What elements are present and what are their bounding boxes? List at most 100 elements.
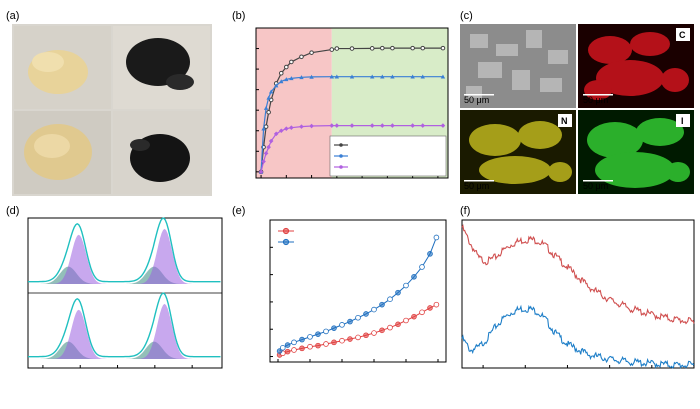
scale-bar-3: 50 μm xyxy=(464,181,489,191)
data-point xyxy=(284,126,289,131)
data-point xyxy=(263,105,269,110)
data-point xyxy=(369,46,375,51)
panel-label-b: (b) xyxy=(232,10,245,22)
fitted-peak xyxy=(134,303,195,359)
panel-label-c: (c) xyxy=(460,10,473,22)
data-point xyxy=(347,318,353,325)
panel-label-f: (f) xyxy=(460,205,470,217)
data-point xyxy=(411,273,417,280)
data-point xyxy=(349,46,355,51)
data-point xyxy=(349,123,355,128)
data-point xyxy=(419,264,425,270)
chart-f-pxrd xyxy=(461,219,695,369)
data-point xyxy=(329,74,334,79)
data-point xyxy=(440,45,446,51)
pxrd-trace-0 xyxy=(461,224,695,325)
data-point xyxy=(289,125,294,130)
legend-marker xyxy=(282,227,290,235)
data-point xyxy=(284,77,289,82)
data-point xyxy=(387,296,393,302)
data-point xyxy=(263,151,269,156)
data-point xyxy=(315,342,321,349)
data-point xyxy=(371,306,377,313)
data-point xyxy=(420,123,426,128)
data-point xyxy=(339,337,345,344)
data-point xyxy=(411,313,417,320)
data-point xyxy=(380,45,385,51)
black-powder-1 xyxy=(126,38,190,86)
data-point xyxy=(355,314,361,321)
data-point xyxy=(291,339,297,346)
data-point xyxy=(347,336,353,342)
element-label-n: N xyxy=(561,116,568,126)
data-point xyxy=(278,70,284,76)
data-point xyxy=(433,234,440,241)
panel-label-e: (e) xyxy=(232,205,245,217)
data-point xyxy=(331,325,337,331)
data-point xyxy=(379,327,385,334)
data-point xyxy=(440,123,446,128)
pxrd-trace-1 xyxy=(461,304,695,369)
data-point xyxy=(279,344,286,351)
legend-marker xyxy=(282,238,290,246)
data-point xyxy=(427,251,433,257)
data-point xyxy=(390,45,395,51)
data-point xyxy=(410,45,415,51)
data-point xyxy=(440,74,446,79)
data-point xyxy=(299,54,304,60)
data-point xyxy=(307,343,313,350)
scale-bar-2: 50 μm xyxy=(583,95,608,105)
data-point xyxy=(410,74,415,79)
data-point xyxy=(395,289,401,296)
legend-box xyxy=(329,135,447,177)
data-point xyxy=(284,342,291,348)
data-point xyxy=(369,123,375,128)
data-point xyxy=(349,74,355,79)
legend-marker xyxy=(339,154,343,158)
fitted-peak xyxy=(134,228,195,284)
data-point xyxy=(403,282,409,289)
data-point xyxy=(363,311,369,317)
data-point xyxy=(309,123,314,129)
data-point xyxy=(273,131,279,137)
data-point xyxy=(323,328,329,335)
data-point xyxy=(427,305,433,311)
chart-d-xps xyxy=(27,217,223,369)
panel-c-eds-maps: 50 μm 50 μm 50 μm 50 μm C N I xyxy=(460,24,694,194)
plot-frame xyxy=(269,219,447,363)
data-point xyxy=(278,128,284,134)
chart-e-isotherm xyxy=(269,219,447,363)
data-point xyxy=(380,74,385,79)
data-point xyxy=(309,50,314,55)
data-point xyxy=(268,89,274,94)
plot-frame xyxy=(461,219,695,369)
data-point xyxy=(420,74,425,79)
data-point xyxy=(266,95,271,100)
element-label-i: I xyxy=(681,116,684,126)
panel-label-a: (a) xyxy=(6,10,19,22)
data-point xyxy=(379,301,385,308)
scale-bar-1: 50 μm xyxy=(464,95,489,105)
data-point xyxy=(410,123,415,128)
data-point xyxy=(299,75,304,80)
fitted-peak xyxy=(48,234,109,284)
data-point xyxy=(390,74,395,79)
data-point xyxy=(370,74,375,79)
data-point xyxy=(433,301,440,308)
data-point xyxy=(395,321,401,328)
element-label-c: C xyxy=(679,30,686,40)
data-point xyxy=(299,336,305,343)
data-point xyxy=(371,330,377,336)
data-point xyxy=(329,47,335,52)
scale-bar-4: 50 μm xyxy=(583,181,608,191)
data-point xyxy=(339,322,345,328)
data-point xyxy=(334,74,340,79)
data-point xyxy=(363,332,369,339)
data-point xyxy=(403,317,409,324)
data-point xyxy=(266,144,271,150)
data-point xyxy=(315,331,321,337)
data-point xyxy=(284,64,289,70)
plot-frame xyxy=(255,27,449,179)
data-point xyxy=(323,341,329,347)
